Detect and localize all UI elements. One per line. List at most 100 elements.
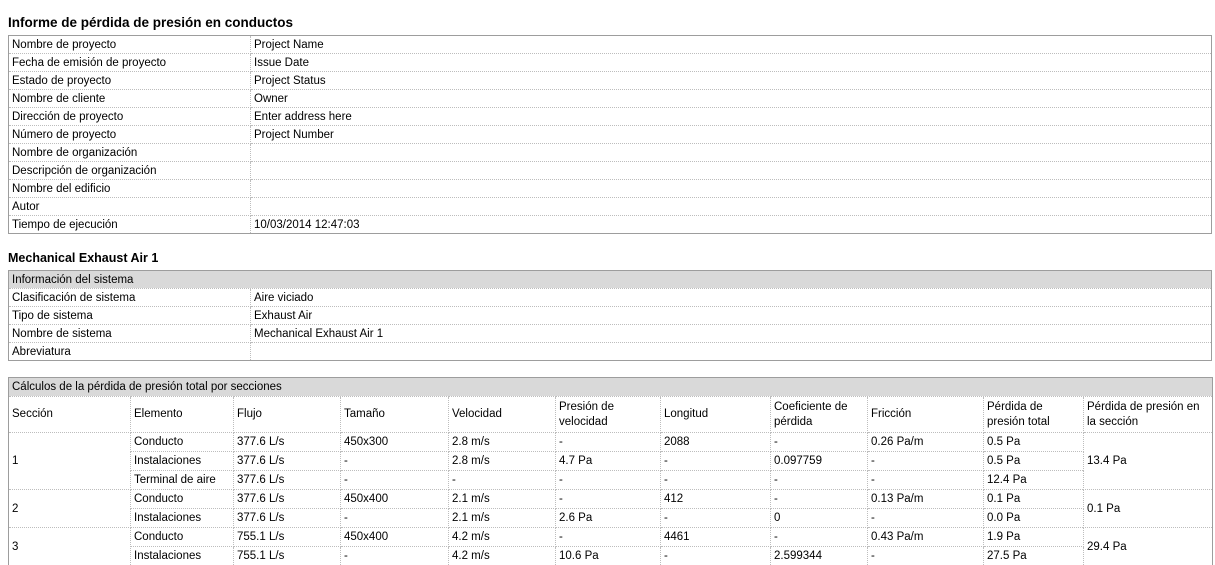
table-row: Tipo de sistema Exhaust Air [8,306,1212,325]
cell-size: - [340,508,449,528]
table-row: Nombre del edificio [8,179,1212,198]
table-title: Información del sistema [8,270,1212,289]
cell-total-pressure-loss: 0.1 Pa [983,489,1084,509]
field-label: Tiempo de ejecución [8,215,251,234]
table-title-row: Información del sistema [8,270,1212,289]
cell-friction: - [867,546,984,565]
field-value: Aire viciado [250,288,1212,307]
cell-velocity: 2.1 m/s [448,508,556,528]
column-header: Sección [8,396,131,433]
cell-length: - [660,451,771,471]
cell-length: - [660,508,771,528]
calc-body: 1 Conducto 377.6 L/s 450x300 2.8 m/s -2088-0.… [8,432,1214,565]
field-value [250,342,1212,361]
field-value: Project Name [250,35,1212,54]
column-header: Pérdida de presión total [983,396,1084,433]
calc-header-row: Sección Elemento Flujo Tamaño Velocidad Presi… [8,396,1214,433]
cell-friction: - [867,508,984,528]
cell-velocity-pressure: - [555,527,661,547]
field-value [250,143,1212,162]
column-header: Elemento [130,396,234,433]
section-pressure-loss: 13.4 Pa [1082,432,1214,490]
field-value: Enter address here [250,107,1212,126]
cell-loss-coefficient: 2.599344 [770,546,868,565]
cell-total-pressure-loss: 0.5 Pa [983,432,1084,452]
field-value: Exhaust Air [250,306,1212,325]
table-row: Descripción de organización [8,161,1212,180]
system-info-body: Información del sistema Clasificación de… [8,270,1212,361]
cell-velocity-pressure: 2.6 Pa [555,508,661,528]
table-row: Nombre de organización [8,143,1212,162]
cell-total-pressure-loss: 1.9 Pa [983,527,1084,547]
table-row: Terminal de aire 377.6 L/s - - - - - -12.4 Pa [9,470,1213,490]
field-label: Nombre de proyecto [8,35,251,54]
cell-friction: 0.26 Pa/m [867,432,984,452]
cell-flow: 755.1 L/s [233,527,341,547]
system-info-table: Información del sistema Clasificación de… [8,270,1212,361]
table-row: Instalaciones 755.1 L/s -4.2 m/s 10.6 Pa -2.… [9,546,1213,565]
table-row: Número de proyecto Project Number [8,125,1212,144]
table-row: Abreviatura [8,342,1212,361]
cell-velocity: 4.2 m/s [448,546,556,565]
cell-velocity-pressure: 10.6 Pa [555,546,661,565]
cell-element: Instalaciones [130,508,234,528]
field-value [250,179,1212,198]
cell-loss-coefficient: - [770,470,868,490]
table-row: Autor [8,197,1212,216]
field-value: Project Status [250,71,1212,90]
section-pressure-loss: 0.1 Pa [1082,489,1214,528]
calculations-table: Cálculos de la pérdida de presión total … [7,377,1214,565]
cell-friction: - [867,451,984,471]
cell-total-pressure-loss: 27.5 Pa [983,546,1084,565]
column-header: Longitud [660,396,771,433]
cell-size: 450x400 [340,527,449,547]
cell-size: - [340,451,449,471]
cell-friction: - [867,470,984,490]
cell-length: - [660,546,771,565]
project-info-table: Nombre de proyecto Project Name Fecha de e… [8,35,1212,234]
table-row: Dirección de proyecto Enter address here [8,107,1212,126]
project-info-body: Nombre de proyecto Project Name Fecha de e… [8,35,1212,234]
cell-element: Conducto [130,489,234,509]
field-label: Fecha de emisión de proyecto [8,53,251,72]
cell-flow: 755.1 L/s [233,546,341,565]
table-row: Instalaciones 377.6 L/s -2.8 m/s 4.7 Pa -0.0… [9,451,1213,471]
cell-size: - [340,546,449,565]
cell-size: - [340,470,449,490]
cell-velocity: 2.1 m/s [448,489,556,509]
field-value [250,161,1212,180]
table-row: Fecha de emisión de proyecto Issue Date [8,53,1212,72]
cell-velocity: 2.8 m/s [448,432,556,452]
field-label: Autor [8,197,251,216]
cell-velocity-pressure: 4.7 Pa [555,451,661,471]
cell-length: 4461 [660,527,771,547]
column-header: Coeficiente de pérdida [770,396,868,433]
cell-velocity: 2.8 m/s [448,451,556,471]
cell-loss-coefficient: - [770,432,868,452]
table-row: 3 Conducto 755.1 L/s 450x400 4.2 m/s -4461-0.… [8,527,1214,565]
field-label: Nombre de organización [8,143,251,162]
table-row: Nombre de cliente Owner [8,89,1212,108]
report-title: Informe de pérdida de presión en conduct… [8,15,294,30]
column-header: Presión de velocidad [555,396,661,433]
field-value: Issue Date [250,53,1212,72]
cell-total-pressure-loss: 0.5 Pa [983,451,1084,471]
cell-velocity: - [448,470,556,490]
field-label: Nombre de sistema [8,324,251,343]
table-title: Cálculos de la pérdida de presión total … [7,377,1214,397]
column-header: Fricción [867,396,984,433]
cell-velocity-pressure: - [555,432,661,452]
table-row: Clasificación de sistema Aire viciado [8,288,1212,307]
field-value [250,197,1212,216]
column-header: Velocidad [448,396,556,433]
table-row: Tiempo de ejecución 10/03/2014 12:47:03 [8,215,1212,234]
section-number: 3 [8,527,131,565]
cell-velocity-pressure: - [555,470,661,490]
cell-flow: 377.6 L/s [233,432,341,452]
cell-total-pressure-loss: 0.0 Pa [983,508,1084,528]
table-title-row: Cálculos de la pérdida de presión total … [7,377,1214,397]
field-label: Estado de proyecto [8,71,251,90]
cell-velocity: 4.2 m/s [448,527,556,547]
table-row: Estado de proyecto Project Status [8,71,1212,90]
